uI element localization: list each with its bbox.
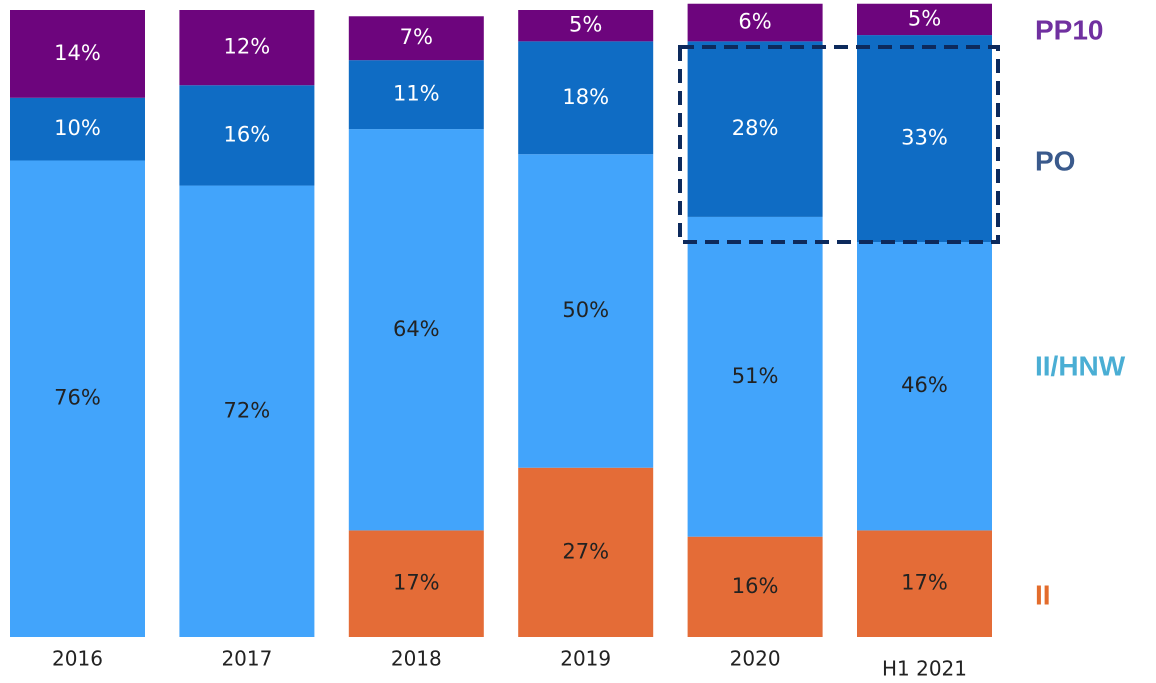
x-tick-label: 2017	[221, 647, 272, 671]
bar-segment	[687, 3, 823, 42]
bar-segment	[348, 16, 484, 61]
value-label: 18%	[562, 85, 609, 109]
x-tick-label: H1 2021	[882, 657, 967, 681]
x-tick-label: 2016	[52, 647, 103, 671]
value-label: 16%	[224, 122, 271, 146]
value-label: 10%	[54, 116, 101, 140]
value-label: 51%	[732, 364, 779, 388]
bar-segment	[857, 241, 992, 531]
value-label: 11%	[393, 82, 440, 106]
value-label: 7%	[400, 25, 433, 49]
bar-segment	[687, 536, 823, 637]
value-label: 14%	[54, 41, 101, 65]
bar-segment	[348, 129, 484, 531]
value-label: 33%	[901, 126, 948, 150]
bar-segment	[10, 160, 145, 638]
bar-segment	[857, 35, 992, 242]
value-label: 76%	[54, 386, 101, 410]
bar-segment	[10, 97, 145, 161]
bar-segment	[179, 10, 315, 86]
legend-label: II/HNW	[1035, 350, 1126, 381]
value-label: 64%	[393, 317, 440, 341]
value-label: 17%	[393, 571, 440, 595]
value-label: 72%	[224, 398, 271, 422]
x-tick-label: 2019	[560, 647, 611, 671]
bar-segment	[518, 154, 654, 468]
bar-segment	[348, 530, 484, 637]
bar-segment	[179, 85, 315, 186]
value-label: 17%	[901, 571, 948, 595]
value-label: 50%	[562, 298, 609, 322]
value-label: 28%	[732, 116, 779, 140]
value-label: 5%	[908, 6, 941, 30]
bar-segment	[179, 185, 315, 637]
bar-segment	[857, 3, 992, 36]
value-label: 5%	[569, 13, 602, 37]
bar-segment	[687, 216, 823, 537]
bar-segment	[687, 41, 823, 217]
value-label: 46%	[901, 373, 948, 397]
legend-label: PO	[1035, 145, 1075, 176]
highlight-box	[678, 45, 1000, 244]
bar-segment	[348, 60, 484, 130]
value-label: 16%	[732, 574, 779, 598]
bar-segment	[518, 41, 654, 155]
value-label: 12%	[224, 35, 271, 59]
legend-label: PP10	[1035, 14, 1104, 45]
value-label: 27%	[562, 539, 609, 563]
value-label: 6%	[738, 10, 771, 34]
legend-label: II	[1035, 579, 1051, 610]
bar-segment	[518, 10, 654, 42]
x-tick-label: 2020	[730, 647, 781, 671]
bar-segment	[518, 467, 654, 637]
x-tick-label: 2018	[391, 647, 442, 671]
bar-segment	[857, 530, 992, 637]
bar-segment	[10, 10, 145, 98]
